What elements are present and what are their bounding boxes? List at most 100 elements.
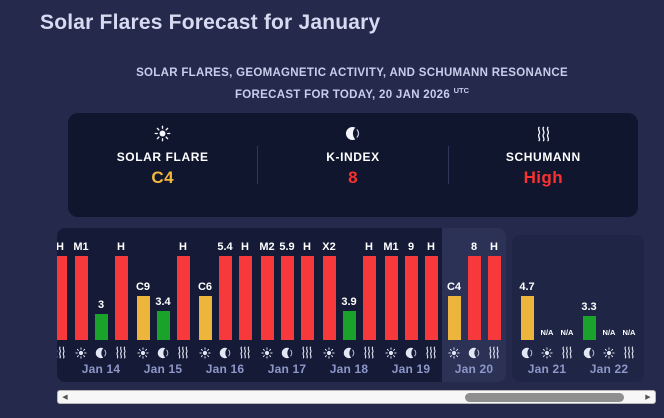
scrollbar-track[interactable] xyxy=(72,391,641,403)
bar-value-label: M1 xyxy=(73,241,89,253)
day-label: Jan 16 xyxy=(205,362,245,376)
k-index-bar xyxy=(404,256,418,340)
bar-value-label: N/A xyxy=(560,328,574,337)
solar-flare-label: SOLAR FLARE xyxy=(116,150,209,164)
day-group-jan-15: C9 3.4 H Jan 15 xyxy=(132,228,194,382)
sun-icon xyxy=(600,346,619,360)
horizontal-scrollbar[interactable]: ◀ ▶ xyxy=(57,390,656,404)
bar-value-label: C4 xyxy=(446,281,462,293)
schumann-value: High xyxy=(523,168,563,187)
schumann-bar xyxy=(487,256,501,340)
sun-icon xyxy=(196,346,215,360)
schumann-bar xyxy=(362,256,376,340)
bar-value-label: 3 xyxy=(97,299,105,311)
sun-icon xyxy=(445,346,464,360)
bar-value-label: N/A xyxy=(602,328,616,337)
scroll-left-button[interactable]: ◀ xyxy=(58,391,72,403)
bar-value-label: N/A xyxy=(622,328,636,337)
waves-icon xyxy=(360,346,379,360)
moon-icon xyxy=(216,346,235,360)
bar-value-label: 3.3 xyxy=(581,301,597,313)
bar-value-label: H xyxy=(303,241,311,253)
schumann-label: SCHUMANN xyxy=(505,150,581,164)
sun-icon xyxy=(538,346,557,360)
schumann-bar xyxy=(57,256,67,340)
bar-value-label: 5.9 xyxy=(279,241,295,253)
k-index-bar xyxy=(342,311,356,340)
bar-value-label: X2 xyxy=(322,241,336,253)
k-index-bar xyxy=(520,296,534,340)
moon-icon xyxy=(580,346,599,360)
schumann-bar xyxy=(300,256,314,340)
page-title: Solar Flares Forecast for January xyxy=(40,11,381,34)
summary-panel: SOLAR FLARE C4 K-INDEX 8 SCHUMANN High xyxy=(68,113,638,217)
day-group-jan-16: C6 5.4 H Jan 16 xyxy=(194,228,256,382)
forecast-chart: H M1 3 H Jan 14 C9 3.4 H Jan 15 C6 5.4 H Jan 16 M2 5.9… xyxy=(57,228,644,382)
solar-flare-bar xyxy=(384,256,398,340)
bar-value-label: 9 xyxy=(407,241,415,253)
schumann-bar xyxy=(176,256,190,340)
k-index-value: 8 xyxy=(348,168,358,187)
k-index-bar xyxy=(218,256,232,340)
waves-icon xyxy=(112,346,131,360)
subtitle-line1: SOLAR FLARES, GEOMAGNETIC ACTIVITY, AND … xyxy=(136,67,568,79)
k-index-bar xyxy=(280,256,294,340)
waves-icon xyxy=(174,346,193,360)
solar-flare-bar xyxy=(260,256,274,340)
schumann-bar xyxy=(238,256,252,340)
bar-value-label: C6 xyxy=(197,281,213,293)
k-index-bar xyxy=(156,311,170,340)
schumann-bar xyxy=(114,256,128,340)
day-label: Jan 20 xyxy=(454,362,494,376)
moon-icon xyxy=(92,346,111,360)
moon-icon xyxy=(402,346,421,360)
bar-value-label: 3.9 xyxy=(341,296,357,308)
scroll-right-button[interactable]: ▶ xyxy=(641,391,655,403)
divider xyxy=(257,146,259,184)
forecast-subtitle: SOLAR FLARES, GEOMAGNETIC ACTIVITY, AND … xyxy=(48,65,656,104)
k-index-bar xyxy=(582,316,596,340)
solar-flare-bar xyxy=(198,296,212,340)
scroll-left-icon: ◀ xyxy=(62,394,68,401)
waves-icon xyxy=(558,346,577,360)
sun-icon xyxy=(134,346,153,360)
waves-icon xyxy=(298,346,317,360)
solar-flare-bar xyxy=(74,256,88,340)
day-label: Jan 14 xyxy=(81,362,121,376)
k-index-bar xyxy=(467,256,481,340)
bar-value-label: 5.4 xyxy=(217,241,233,253)
bar-value-label: 4.7 xyxy=(519,281,535,293)
moon-icon xyxy=(518,346,537,360)
moon-icon xyxy=(278,346,297,360)
bar-value-label: H xyxy=(427,241,435,253)
summary-solar-flare: SOLAR FLARE C4 xyxy=(68,113,257,217)
k-index-bar xyxy=(94,314,108,340)
moon-icon xyxy=(154,346,173,360)
bar-value-label: 3.4 xyxy=(155,296,171,308)
solar-flare-bar xyxy=(322,256,336,340)
waves-icon xyxy=(422,346,441,360)
day-group-jan-20: C4 8 H Jan 20 xyxy=(442,228,506,382)
summary-k-index: K-INDEX 8 xyxy=(258,113,447,217)
waves-icon xyxy=(485,346,504,360)
waves-icon xyxy=(57,346,70,360)
divider xyxy=(447,146,449,184)
waves-icon xyxy=(620,346,639,360)
waves-icon xyxy=(236,346,255,360)
day-group-jan-21: 4.7 N/A N/A Jan 21 xyxy=(516,235,578,382)
sun-icon xyxy=(154,124,171,143)
day-group-jan-19: M1 9 H Jan 19 xyxy=(380,228,442,382)
bar-value-label: H xyxy=(365,241,373,253)
k-index-label: K-INDEX xyxy=(326,150,380,164)
scrollbar-thumb[interactable] xyxy=(464,392,624,402)
day-label: Jan 17 xyxy=(267,362,307,376)
day-label: Jan 18 xyxy=(329,362,369,376)
bar-value-label: H xyxy=(179,241,187,253)
scroll-right-icon: ▶ xyxy=(645,394,651,401)
moon-icon xyxy=(345,124,360,143)
day-group-jan-17: M2 5.9 H Jan 17 xyxy=(256,228,318,382)
moon-icon xyxy=(340,346,359,360)
sun-icon xyxy=(72,346,91,360)
schumann-bar xyxy=(424,256,438,340)
